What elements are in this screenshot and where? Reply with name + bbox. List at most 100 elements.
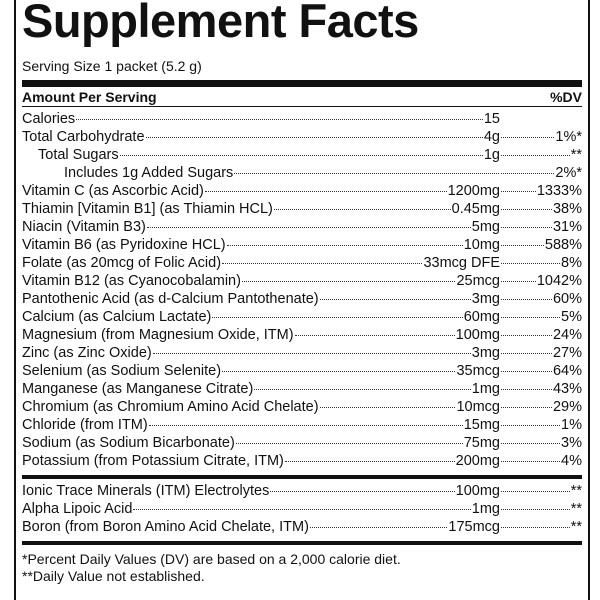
supplement-label: Supplement Facts Serving Size 1 packet (… [14,0,590,600]
leader [254,389,471,390]
leader [146,227,471,228]
nutrient-name: Ionic Trace Minerals (ITM) Electrolytes [22,483,270,499]
nutrient-row: Total Carbohydrate 4g 1%* [22,129,582,147]
leader [501,371,552,372]
dv-cell: 29% [500,399,582,415]
nutrient-row: Magnesium (from Magnesium Oxide, ITM) 100… [22,327,582,345]
leader [204,191,447,192]
leader [501,227,552,228]
nutrient-row: Ionic Trace Minerals (ITM) Electrolytes 1… [22,483,582,501]
amount: 3mg [471,291,500,307]
daily-value: 8% [561,255,582,271]
leader [501,425,561,426]
dv-cell: 31% [500,219,582,235]
nutrient-row: Calcium (as Calcium Lactate) 60mg 5% [22,309,582,327]
daily-value: 588% [544,237,582,253]
nutrient-row: Niacin (Vitamin B3) 5mg 31% [22,219,582,237]
daily-value: 2%* [555,165,582,181]
leader [152,353,471,354]
leader [501,191,536,192]
nutrient-row: Boron (from Boron Amino Acid Chelate, IT… [22,519,582,537]
leader [222,371,456,372]
leader [501,443,561,444]
daily-value: 1% [561,417,582,433]
daily-value: ** [570,483,582,499]
daily-value: ** [570,147,582,163]
leader [294,335,455,336]
nutrient-name: Total Sugars [38,147,119,163]
nutrient-name: Chromium (as Chromium Amino Acid Chelate… [22,399,319,415]
nutrient-name: Pantothenic Acid (as d-Calcium Pantothen… [22,291,319,307]
daily-value: ** [570,501,582,517]
daily-value: 43% [552,381,582,397]
table-header: Amount Per Serving %DV [22,87,582,107]
leader [501,317,561,318]
serving-size: Serving Size 1 packet (5.2 g) [22,58,202,74]
footnotes: *Percent Daily Values (DV) are based on … [22,551,582,585]
leader [501,461,561,462]
amount: 1mg [471,381,500,397]
footnote: *Percent Daily Values (DV) are based on … [22,551,401,567]
nutrient-name: Niacin (Vitamin B3) [22,219,146,235]
other-rows: Ionic Trace Minerals (ITM) Electrolytes 1… [22,483,582,537]
nutrient-row: Zinc (as Zinc Oxide) 3mg 27% [22,345,582,363]
leader [148,425,463,426]
dv-cell: 1%* [500,129,582,145]
daily-value: 27% [552,345,582,361]
amount: 75mg [463,435,500,451]
amount: 33mcg DFE [423,255,500,271]
amount: 1200mg [447,183,500,199]
dv-cell: 588% [500,237,582,253]
nutrient-row: Vitamin C (as Ascorbic Acid) 1200mg 1333% [22,183,582,201]
leader [319,299,471,300]
leader [235,443,463,444]
amount: 200mg [455,453,500,469]
amount: 100mg [455,483,500,499]
dv-heading: %DV [550,89,582,105]
daily-value: 24% [552,327,582,343]
nutrient-row: Alpha Lipoic Acid 1mg ** [22,501,582,519]
leader [241,281,456,282]
dv-cell: 8% [500,255,582,271]
amount: 5mg [471,219,500,235]
nutrient-name: Sodium (as Sodium Bicarbonate) [22,435,235,451]
nutrient-row: Includes 1g Added Sugars 2%* [22,165,582,183]
amount: 1mg [471,501,500,517]
leader [501,281,536,282]
amount-heading: Amount Per Serving [22,89,157,105]
dv-cell: 60% [500,291,582,307]
daily-value: 3% [561,435,582,451]
nutrient-name: Magnesium (from Magnesium Oxide, ITM) [22,327,294,343]
divider [22,541,582,545]
daily-value: 5% [561,309,582,325]
dv-cell: ** [500,483,582,499]
dv-cell: 1333% [500,183,582,199]
daily-value: 1333% [536,183,582,199]
amount: 10mcg [456,399,500,415]
leader [501,155,570,156]
nutrient-rows: Calories 15 Total Carbohydrate 4g 1%* Total S… [22,111,582,471]
nutrient-row: Selenium (as Sodium Selenite) 35mcg 64% [22,363,582,381]
nutrient-row: Calories 15 [22,111,582,129]
daily-value: 60% [552,291,582,307]
dv-cell: 1% [500,417,582,433]
nutrient-name: Zinc (as Zinc Oxide) [22,345,152,361]
amount: 100mg [455,327,500,343]
dv-cell: 5% [500,309,582,325]
amount: 4g [483,129,500,145]
daily-value: 4% [561,453,582,469]
nutrient-name: Folate (as 20mcg of Folic Acid) [22,255,222,271]
daily-value: ** [570,519,582,535]
dv-cell: ** [500,501,582,517]
divider [22,80,582,87]
leader [501,137,555,138]
leader [501,335,552,336]
dv-cell: 24% [500,327,582,343]
nutrient-name: Total Carbohydrate [22,129,145,145]
nutrient-name: Thiamin [Vitamin B1] (as Thiamin HCL) [22,201,273,217]
leader [501,245,544,246]
leader [222,263,423,264]
amount: 35mcg [456,363,500,379]
amount: 25mcg [456,273,500,289]
nutrient-name: Vitamin B6 (as Pyridoxine HCL) [22,237,226,253]
